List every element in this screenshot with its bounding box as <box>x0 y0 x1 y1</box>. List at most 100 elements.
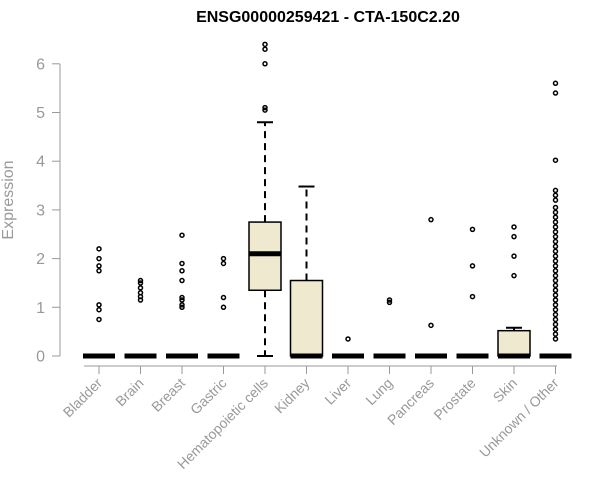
outlier-point <box>386 297 393 303</box>
outlier-point <box>428 322 434 329</box>
x-tick-label: Liver <box>321 375 354 408</box>
outlier-point <box>511 253 517 259</box>
outlier-point <box>552 287 559 294</box>
outlier-point <box>552 233 559 240</box>
outlier-point <box>552 214 559 220</box>
outlier-point <box>179 277 185 284</box>
y-tick-label: 5 <box>36 105 45 122</box>
outlier-point <box>552 292 559 298</box>
box-group-breast <box>166 232 198 359</box>
outlier-point <box>552 224 559 230</box>
x-tick-label: Prostate <box>430 375 478 423</box>
outlier-point <box>552 197 559 203</box>
x-tick-label: Kidney <box>271 375 313 417</box>
box-group-gastric <box>207 255 240 359</box>
box-group-lung <box>373 297 406 359</box>
box-group-liver <box>332 336 364 359</box>
outlier-point <box>262 46 268 52</box>
outlier-point <box>552 209 559 216</box>
y-axis-ticks: 0 1 2 3 4 5 6 <box>36 56 60 366</box>
outlier-point <box>552 336 559 342</box>
outlier-point <box>552 157 559 163</box>
x-tick-label: Bladder <box>60 375 106 421</box>
outlier-point <box>345 336 351 342</box>
outlier-point <box>220 294 227 301</box>
outlier-point <box>96 263 102 269</box>
outlier-point <box>137 285 144 291</box>
outlier-point <box>179 297 185 303</box>
outlier-point <box>552 306 559 313</box>
outlier-point <box>552 263 559 269</box>
outlier-point <box>511 272 517 279</box>
y-tick-label: 4 <box>36 154 45 171</box>
x-tick-label: Skin <box>490 375 521 406</box>
x-tick-label: Unknown / Other <box>476 375 562 461</box>
outlier-point <box>262 41 268 48</box>
outlier-point <box>96 268 102 274</box>
outlier-point <box>179 304 185 311</box>
x-tick-label: Breast <box>148 375 188 415</box>
outlier-point <box>552 311 559 318</box>
outlier-point <box>552 302 559 308</box>
outlier-point <box>552 253 559 259</box>
box-group-hematopoietic-cells <box>248 41 282 357</box>
outlier-point <box>552 219 559 225</box>
outlier-point <box>552 204 559 211</box>
outlier-point <box>96 255 102 262</box>
outlier-point <box>137 277 144 284</box>
outlier-point <box>511 224 517 230</box>
outlier-point <box>220 260 227 267</box>
outlier-point <box>179 294 185 301</box>
outlier-point <box>552 238 559 245</box>
outlier-point <box>137 289 144 296</box>
outlier-point <box>179 268 185 274</box>
box-group-unknown-other <box>539 80 572 359</box>
outlier-point <box>552 268 559 274</box>
outlier-point <box>262 107 268 113</box>
y-tick-label: 0 <box>36 349 45 366</box>
outlier-point <box>386 299 393 306</box>
y-axis-label: Expression <box>0 160 17 239</box>
outlier-point <box>179 232 185 238</box>
box-group-kidney <box>289 185 324 359</box>
outlier-point <box>469 293 476 300</box>
outlier-point <box>96 316 102 323</box>
box-group-bladder <box>83 246 115 359</box>
outlier-point <box>220 255 227 262</box>
outlier-point <box>262 104 268 111</box>
outlier-point <box>552 243 559 250</box>
outlier-point <box>552 258 559 264</box>
outlier-point <box>96 246 102 252</box>
outlier-point <box>552 326 559 332</box>
outlier-point <box>552 248 559 255</box>
y-tick-label: 6 <box>36 56 45 73</box>
outlier-point <box>511 233 517 240</box>
x-tick-label: Lung <box>362 375 395 408</box>
chart-title: ENSG00000259421 - CTA-150C2.20 <box>196 9 460 26</box>
outlier-point <box>552 80 559 87</box>
boxplot-series <box>83 41 572 359</box>
outlier-point <box>96 306 102 313</box>
box-group-prostate <box>456 226 489 359</box>
outlier-point <box>552 316 559 323</box>
outlier-point <box>469 263 476 269</box>
outlier-point <box>96 302 102 308</box>
outlier-point <box>552 331 559 337</box>
box-iqr <box>289 279 324 357</box>
outlier-point <box>552 272 559 279</box>
outlier-point <box>428 216 434 223</box>
box-group-pancreas <box>415 216 447 359</box>
outlier-point <box>552 187 559 194</box>
outlier-point <box>552 297 559 303</box>
box-group-brain <box>124 277 157 359</box>
outlier-point <box>552 282 559 289</box>
outlier-point <box>137 280 144 286</box>
outlier-point <box>220 304 227 311</box>
box-iqr <box>497 329 531 357</box>
outlier-point <box>179 302 185 308</box>
outlier-point <box>552 229 559 235</box>
x-tick-label: Brain <box>112 375 146 409</box>
outlier-point <box>469 226 476 233</box>
